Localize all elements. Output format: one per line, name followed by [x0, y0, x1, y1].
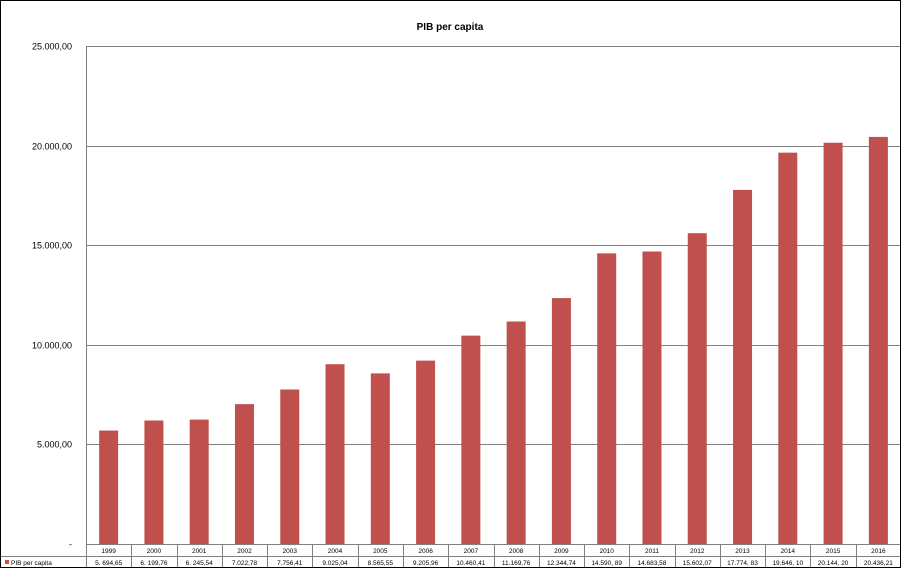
- table-value: 14.683,58: [638, 560, 667, 567]
- x-tick-label: 2000: [147, 548, 162, 555]
- table-value: 10.460,41: [456, 560, 485, 567]
- table-value: 8.565,55: [368, 560, 394, 567]
- y-axis: - 5.000,00 10.000,00 15.000,00 20.000,00 25.0…: [32, 42, 87, 568]
- x-tick-label: 2008: [509, 548, 524, 555]
- bar: [597, 253, 617, 544]
- bar: [144, 420, 164, 544]
- table-value: 14.590, 89: [591, 560, 622, 567]
- x-tick-label: 2009: [554, 548, 569, 555]
- bar: [461, 335, 481, 544]
- table-value: 17.774, 83: [727, 560, 758, 567]
- x-tick-label: 2013: [735, 548, 750, 555]
- x-tick-label: 2007: [464, 548, 479, 555]
- x-tick-label: 2004: [328, 548, 343, 555]
- table-value: 19.646, 10: [772, 560, 803, 567]
- table-value: 15.602,07: [683, 560, 712, 567]
- table-value: 5. 694,65: [95, 560, 122, 567]
- x-tick-label: 2010: [599, 548, 614, 555]
- y-tick-label: 5.000,00: [37, 440, 72, 450]
- x-tick-label: 2005: [373, 548, 388, 555]
- bar: [99, 430, 119, 544]
- table-value: 9.205,96: [413, 560, 439, 567]
- table-value: 9.025,04: [322, 560, 348, 567]
- table-value: 7.022,78: [232, 560, 258, 567]
- x-tick-label: 2006: [418, 548, 433, 555]
- y-tick-label: 25.000,00: [32, 42, 72, 52]
- bar: [416, 360, 436, 544]
- x-tick-label: 1999: [101, 548, 116, 555]
- x-tick-label: 2002: [237, 548, 252, 555]
- x-tick-label: 2001: [192, 548, 207, 555]
- table-value: 20.144, 20: [818, 560, 849, 567]
- bar: [551, 298, 571, 544]
- x-tick-label: 2016: [871, 548, 886, 555]
- bar: [687, 233, 707, 544]
- y-tick-label: 10.000,00: [32, 341, 72, 351]
- table-value: 12.344,74: [547, 560, 576, 567]
- bar: [234, 404, 254, 544]
- chart-title: PIB per capita: [417, 22, 484, 33]
- bar: [823, 142, 843, 544]
- table-value: 6. 245,54: [186, 560, 213, 567]
- x-tick-label: 2012: [690, 548, 705, 555]
- y-tick-label: 15.000,00: [32, 241, 72, 251]
- gridlines: [86, 46, 901, 445]
- bar: [280, 389, 300, 544]
- table-value: 7.756,41: [277, 560, 303, 567]
- table-value: 6. 199,76: [140, 560, 167, 567]
- bar: [642, 251, 662, 544]
- table-value: 20.436,21: [864, 560, 893, 567]
- bar: [189, 419, 209, 544]
- x-tick-label: 2015: [826, 548, 841, 555]
- bar: [733, 189, 753, 544]
- legend-label: PIB per capita: [11, 560, 52, 567]
- y-tick-label: -: [69, 540, 72, 550]
- bar: [506, 321, 526, 544]
- x-tick-label: 2011: [645, 548, 659, 555]
- bar: [325, 364, 345, 544]
- bar: [868, 136, 888, 544]
- bar: [778, 152, 798, 544]
- x-tick-label: 2014: [781, 548, 796, 555]
- bar: [370, 373, 390, 544]
- x-tick-label: 2003: [283, 548, 298, 555]
- bars: [99, 136, 888, 544]
- legend-swatch: [5, 560, 9, 564]
- table-value: 11.169,76: [502, 560, 531, 567]
- y-tick-label: 20.000,00: [32, 142, 72, 152]
- data-table: 1999 5. 694,65 2000 6. 199,76 2001 6. 245,54 2…: [0, 544, 901, 568]
